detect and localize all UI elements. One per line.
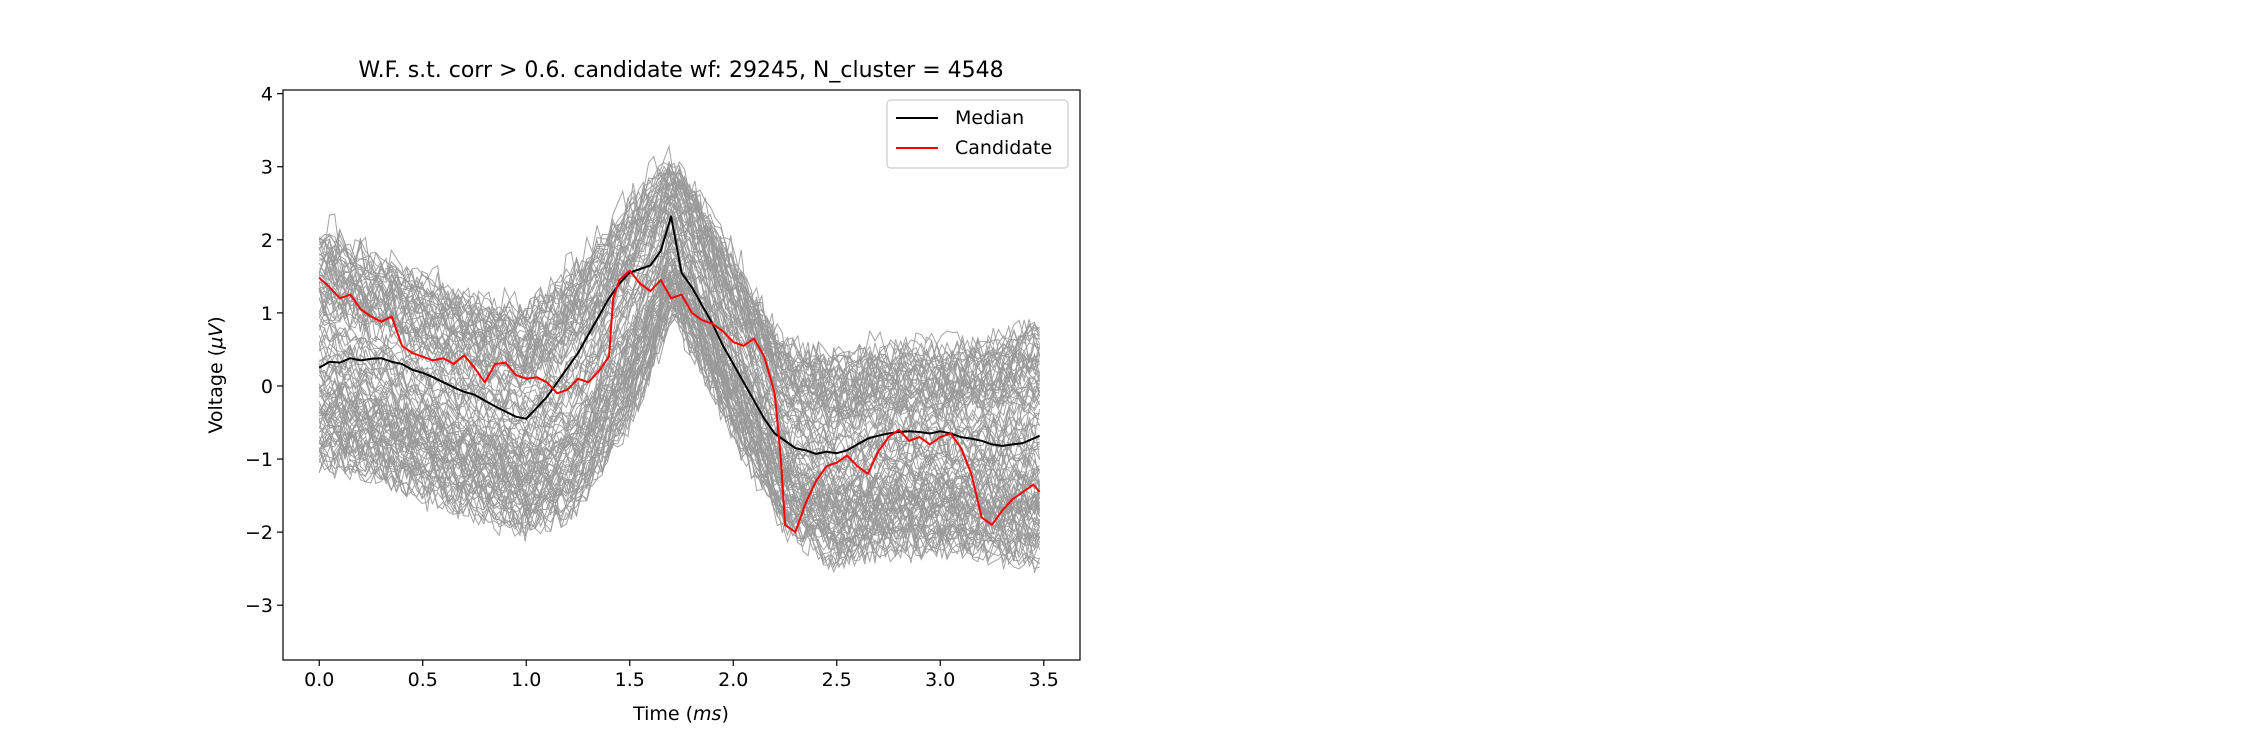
x-tick-label: 1.5 — [615, 669, 645, 691]
legend-candidate-label: Candidate — [955, 137, 1052, 159]
x-axis-label-unit: ms — [693, 703, 722, 725]
x-tick-label: 0.0 — [304, 669, 334, 691]
cluster-waveform-line — [318, 231, 1040, 470]
y-axis-label: Voltage (μV) — [205, 316, 227, 433]
y-tick-label: −2 — [245, 522, 273, 544]
y-tick-label: 0 — [261, 376, 273, 398]
y-axis-label-end: ) — [205, 316, 227, 323]
cluster-waveform-line — [318, 239, 1041, 497]
y-axis-label-main: Voltage ( — [205, 349, 227, 434]
cluster-waveform-line — [318, 207, 1041, 430]
x-tick-label: 3.5 — [1029, 669, 1059, 691]
cluster-waveform-line — [318, 267, 1040, 508]
y-tick-label: 2 — [261, 230, 273, 252]
y-tick-label: 3 — [261, 157, 273, 179]
cluster-waveform-line — [318, 184, 1040, 408]
cluster-waveform-line — [318, 302, 1041, 558]
x-tick-label: 2.5 — [822, 669, 852, 691]
median-line — [318, 215, 1041, 455]
cluster-waveform-line — [318, 179, 1041, 407]
plot-area — [318, 144, 1041, 574]
x-tick-label: 3.0 — [925, 669, 955, 691]
x-axis-label-main: Time ( — [632, 703, 693, 725]
cluster-waveform-line — [318, 215, 1041, 456]
y-tick-label: −1 — [245, 449, 273, 471]
x-tick-label: 1.0 — [511, 669, 541, 691]
cluster-waveform-line — [318, 259, 1041, 521]
x-axis-ticks: 0.0 0.5 1.0 1.5 2.0 2.5 3.0 3.5 — [304, 660, 1059, 691]
cluster-waveform-line — [318, 183, 1041, 420]
y-tick-label: 4 — [261, 84, 273, 106]
cluster-waveform-line — [318, 162, 1040, 375]
x-tick-label: 0.5 — [408, 669, 438, 691]
x-axis-label-end: ) — [721, 703, 728, 725]
y-tick-label: 1 — [261, 303, 273, 325]
x-tick-label: 2.0 — [718, 669, 748, 691]
y-axis-ticks: −3 −2 −1 0 1 2 3 4 — [245, 84, 283, 617]
legend-median-label: Median — [955, 107, 1024, 129]
cluster-waveform-line — [318, 203, 1041, 437]
cluster-waveform-line — [318, 282, 1041, 527]
chart-title: W.F. s.t. corr > 0.6. candidate wf: 2924… — [358, 58, 1003, 83]
legend: Median Candidate — [886, 99, 1069, 169]
y-tick-label: −3 — [245, 595, 273, 617]
candidate-line — [318, 269, 1041, 534]
cluster-waveform-line — [318, 176, 1040, 380]
series-lines — [318, 215, 1041, 534]
cluster-waveform-line — [318, 171, 1041, 368]
cluster-waveform-line — [318, 277, 1041, 524]
cluster-waveform-line — [319, 174, 1040, 401]
y-axis-label-unit: μV — [205, 322, 227, 350]
x-axis-label: Time (ms) — [632, 703, 729, 725]
axes-frame — [282, 89, 1081, 661]
cluster-waveform-line — [319, 199, 1041, 417]
cluster-waveform-line — [318, 300, 1040, 566]
cluster-waveform-line — [318, 144, 1040, 368]
cluster-waveform-line — [319, 272, 1041, 533]
